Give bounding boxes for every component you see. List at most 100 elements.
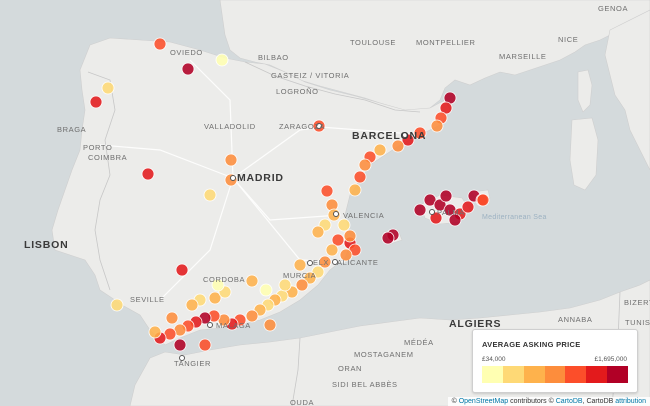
price-circle[interactable]: [110, 298, 124, 312]
label-murcia: MURCIA: [283, 271, 317, 280]
price-circle[interactable]: [208, 291, 222, 305]
label-tunis: TUNIS: [625, 318, 650, 327]
price-circle[interactable]: [430, 119, 444, 133]
label-zaragoza: ZARAGOZA: [279, 122, 326, 131]
price-circle[interactable]: [215, 53, 229, 67]
price-circle[interactable]: [391, 139, 405, 153]
price-circle[interactable]: [89, 95, 103, 109]
label-ouda: OUDA: [290, 398, 315, 406]
price-circle[interactable]: [413, 203, 427, 217]
legend-title: AVERAGE ASKING PRICE: [482, 340, 581, 349]
price-circle[interactable]: [318, 255, 332, 269]
price-circle[interactable]: [181, 62, 195, 76]
price-circle[interactable]: [348, 183, 362, 197]
city-marker: [316, 123, 322, 129]
price-circle[interactable]: [224, 153, 238, 167]
price-circle[interactable]: [211, 278, 225, 292]
legend-swatch: [544, 366, 566, 383]
legend-swatch: [565, 366, 587, 383]
price-circle[interactable]: [325, 243, 339, 257]
price-circle[interactable]: [373, 143, 387, 157]
label-sidi-bel-abbes: SIDI BEL ABBÈS: [332, 380, 398, 389]
border-morocco-algeria: [291, 337, 301, 406]
price-circle[interactable]: [148, 325, 162, 339]
label-lisbon: LISBON: [24, 239, 69, 251]
label-algiers: ALGIERS: [449, 318, 502, 330]
price-circle[interactable]: [175, 263, 189, 277]
legend-swatch: [523, 366, 545, 383]
price-circle[interactable]: [413, 126, 427, 140]
cartodb-link[interactable]: CartoDB: [555, 398, 583, 405]
price-circle[interactable]: [353, 170, 367, 184]
price-circle[interactable]: [278, 278, 292, 292]
price-circle[interactable]: [476, 193, 490, 207]
price-circle[interactable]: [331, 233, 345, 247]
land-italy: [604, 9, 650, 171]
price-circle[interactable]: [303, 271, 317, 285]
price-circle[interactable]: [429, 211, 443, 225]
map-attribution: © OpenStreetMap contributors © CartoDB, …: [447, 397, 650, 406]
city-marker: [333, 211, 339, 217]
price-circle[interactable]: [198, 338, 212, 352]
price-circle[interactable]: [343, 229, 357, 243]
label-porto: PORTO: [83, 143, 113, 152]
price-circle[interactable]: [173, 338, 187, 352]
price-circle[interactable]: [433, 198, 447, 212]
price-circle[interactable]: [448, 213, 462, 227]
label-oviedo: OVIEDO: [170, 48, 203, 57]
legend-swatch: [586, 366, 608, 383]
price-circle[interactable]: [185, 298, 199, 312]
label-tangier: TANGIER: [174, 359, 211, 368]
price-circle[interactable]: [165, 311, 179, 325]
price-circle[interactable]: [141, 167, 155, 181]
city-marker: [230, 175, 236, 181]
price-circle[interactable]: [245, 274, 259, 288]
label-coimbra: COIMBRA: [88, 153, 128, 162]
price-circle[interactable]: [423, 193, 437, 207]
legend-swatch: [607, 366, 629, 383]
price-circle[interactable]: [358, 158, 372, 172]
label-palma: PALMA: [437, 208, 465, 217]
legend-swatch: [502, 366, 524, 383]
label-oran: ORAN: [338, 364, 363, 373]
label-montpellier: MONTPELLIER: [416, 38, 476, 47]
attribution-prefix: ©: [451, 398, 457, 405]
price-circle[interactable]: [311, 225, 325, 239]
price-circle[interactable]: [381, 231, 395, 245]
price-legend: AVERAGE ASKING PRICE £34,000 £1,695,000: [472, 329, 638, 393]
label-mediterranean-sea: Mediterranean Sea: [482, 214, 547, 221]
price-circle[interactable]: [439, 189, 453, 203]
price-circle[interactable]: [101, 81, 115, 95]
label-gasteiz: GASTEIZ / VITORIA: [271, 71, 350, 80]
price-circle[interactable]: [263, 318, 277, 332]
attribution-link[interactable]: attribution: [615, 398, 646, 405]
price-circle[interactable]: [295, 278, 309, 292]
city-marker: [207, 322, 213, 328]
osm-link[interactable]: OpenStreetMap: [458, 398, 509, 405]
price-circle[interactable]: [203, 188, 217, 202]
price-circle[interactable]: [439, 101, 453, 115]
price-circle[interactable]: [259, 283, 273, 297]
label-barcelona: BARCELONA: [352, 130, 427, 142]
price-circle[interactable]: [245, 309, 259, 323]
land-france: [219, 0, 650, 113]
border-spain-france: [244, 61, 421, 113]
price-circle[interactable]: [339, 248, 353, 262]
price-circle[interactable]: [153, 37, 167, 51]
city-marker: [402, 132, 408, 138]
price-circle[interactable]: [461, 200, 475, 214]
city-marker: [429, 209, 435, 215]
label-cordoba: CORDOBA: [203, 275, 246, 284]
city-marker: [307, 260, 313, 266]
label-alicante: ALICANTE: [337, 258, 379, 267]
price-circle[interactable]: [320, 184, 334, 198]
label-nice: NICE: [558, 35, 579, 44]
price-circle[interactable]: [337, 218, 351, 232]
label-marseille: MARSEILLE: [499, 52, 547, 61]
label-valencia: VALENCIA: [343, 211, 385, 220]
price-circle[interactable]: [293, 258, 307, 272]
